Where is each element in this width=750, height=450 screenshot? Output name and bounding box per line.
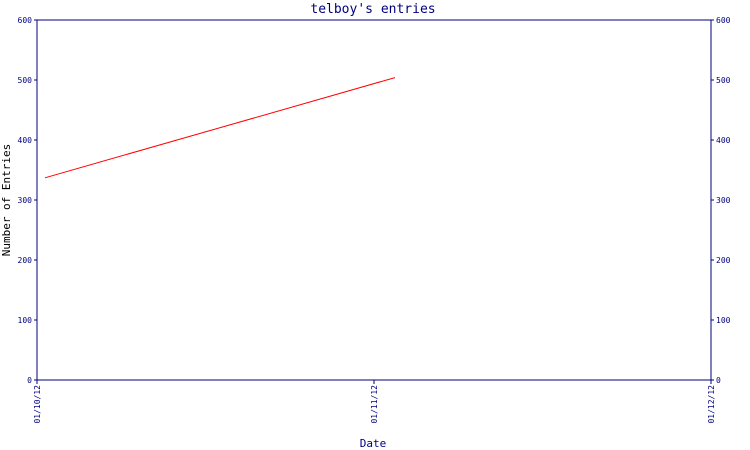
- x-axis-label: Date: [360, 437, 387, 450]
- x-tick-label: 01/11/12: [370, 385, 379, 424]
- y-tick-label-left: 0: [27, 376, 32, 385]
- x-tick-label: 01/12/12: [707, 385, 716, 424]
- right-y-axis: 0 100 200 300 400 500 600: [711, 16, 731, 385]
- chart-title: telboy's entries: [310, 2, 435, 17]
- y-tick-label-right: 500: [716, 76, 731, 85]
- series-line: [44, 77, 396, 179]
- y-tick-label-right: 600: [716, 16, 731, 25]
- y-tick-label-right: 200: [716, 256, 731, 265]
- x-axis: 01/10/12 01/11/12 01/12/12: [33, 380, 716, 424]
- plot-frame: [36, 19, 712, 381]
- y-tick-label-right: 100: [716, 316, 731, 325]
- y-tick-label-left: 300: [18, 196, 33, 205]
- y-tick-label-right: 0: [716, 376, 721, 385]
- x-tick-label: 01/10/12: [33, 385, 42, 424]
- y-tick-label-left: 200: [18, 256, 33, 265]
- series-layer: [44, 77, 396, 179]
- y-tick-label-right: 300: [716, 196, 731, 205]
- y-tick-label-left: 400: [18, 136, 33, 145]
- y-tick-label-right: 400: [716, 136, 731, 145]
- left-y-axis: 0 100 200 300 400 500 600: [18, 16, 37, 385]
- y-tick-label-left: 600: [18, 16, 33, 25]
- y-axis-label: Number of Entries: [0, 144, 13, 257]
- y-tick-label-left: 100: [18, 316, 33, 325]
- y-tick-label-left: 500: [18, 76, 33, 85]
